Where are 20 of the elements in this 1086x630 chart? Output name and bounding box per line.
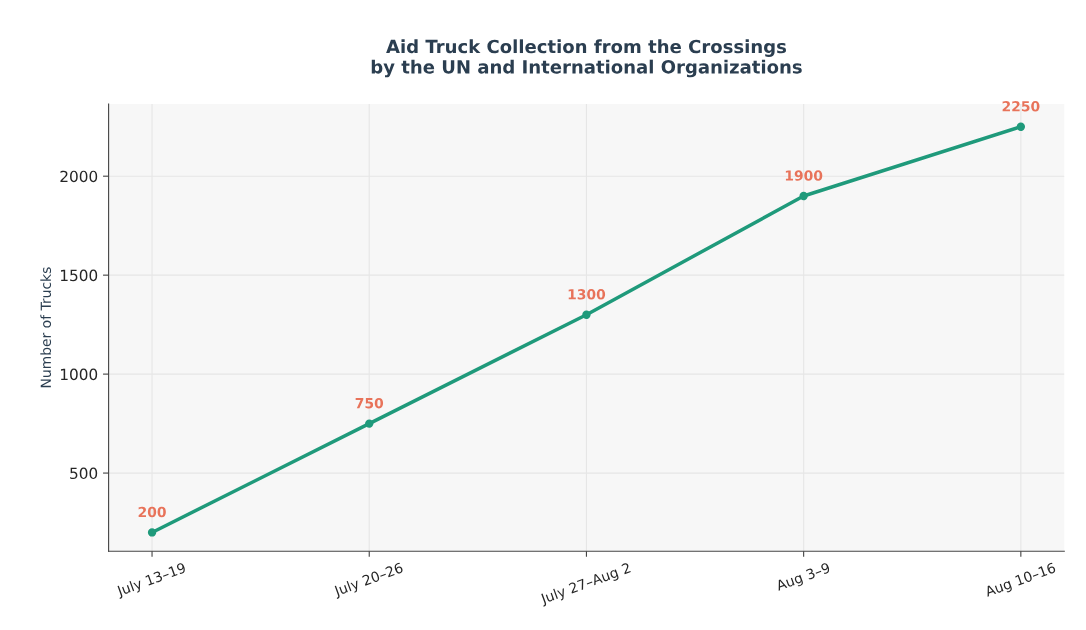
- point: [582, 310, 591, 319]
- point: [1016, 122, 1026, 131]
- x-tick-label: Aug 10–16: [984, 562, 1057, 600]
- data-label: 200: [138, 506, 166, 518]
- data-label: 1900: [785, 170, 823, 181]
- x-tick-label: Aug 3–9: [775, 562, 832, 594]
- chart-title: Aid Truck Collection from the Crossings by the UN and International Organizations: [371, 39, 802, 78]
- x-tick-label: July 13–19: [115, 562, 188, 600]
- x-tick-label: July 20–26: [332, 561, 405, 600]
- data-label: 2250: [1002, 101, 1040, 112]
- y-tick-label: 500: [70, 467, 98, 480]
- y-tick-label: 1500: [60, 269, 98, 282]
- point: [799, 191, 808, 201]
- y-tick-label: 1000: [60, 368, 98, 381]
- data-label: 750: [355, 397, 384, 409]
- point: [365, 419, 374, 428]
- y-tick-label: 2000: [60, 170, 98, 183]
- point: [147, 528, 157, 537]
- data-label: 1300: [568, 289, 606, 300]
- y-axis-title: Number of Trucks: [40, 267, 52, 388]
